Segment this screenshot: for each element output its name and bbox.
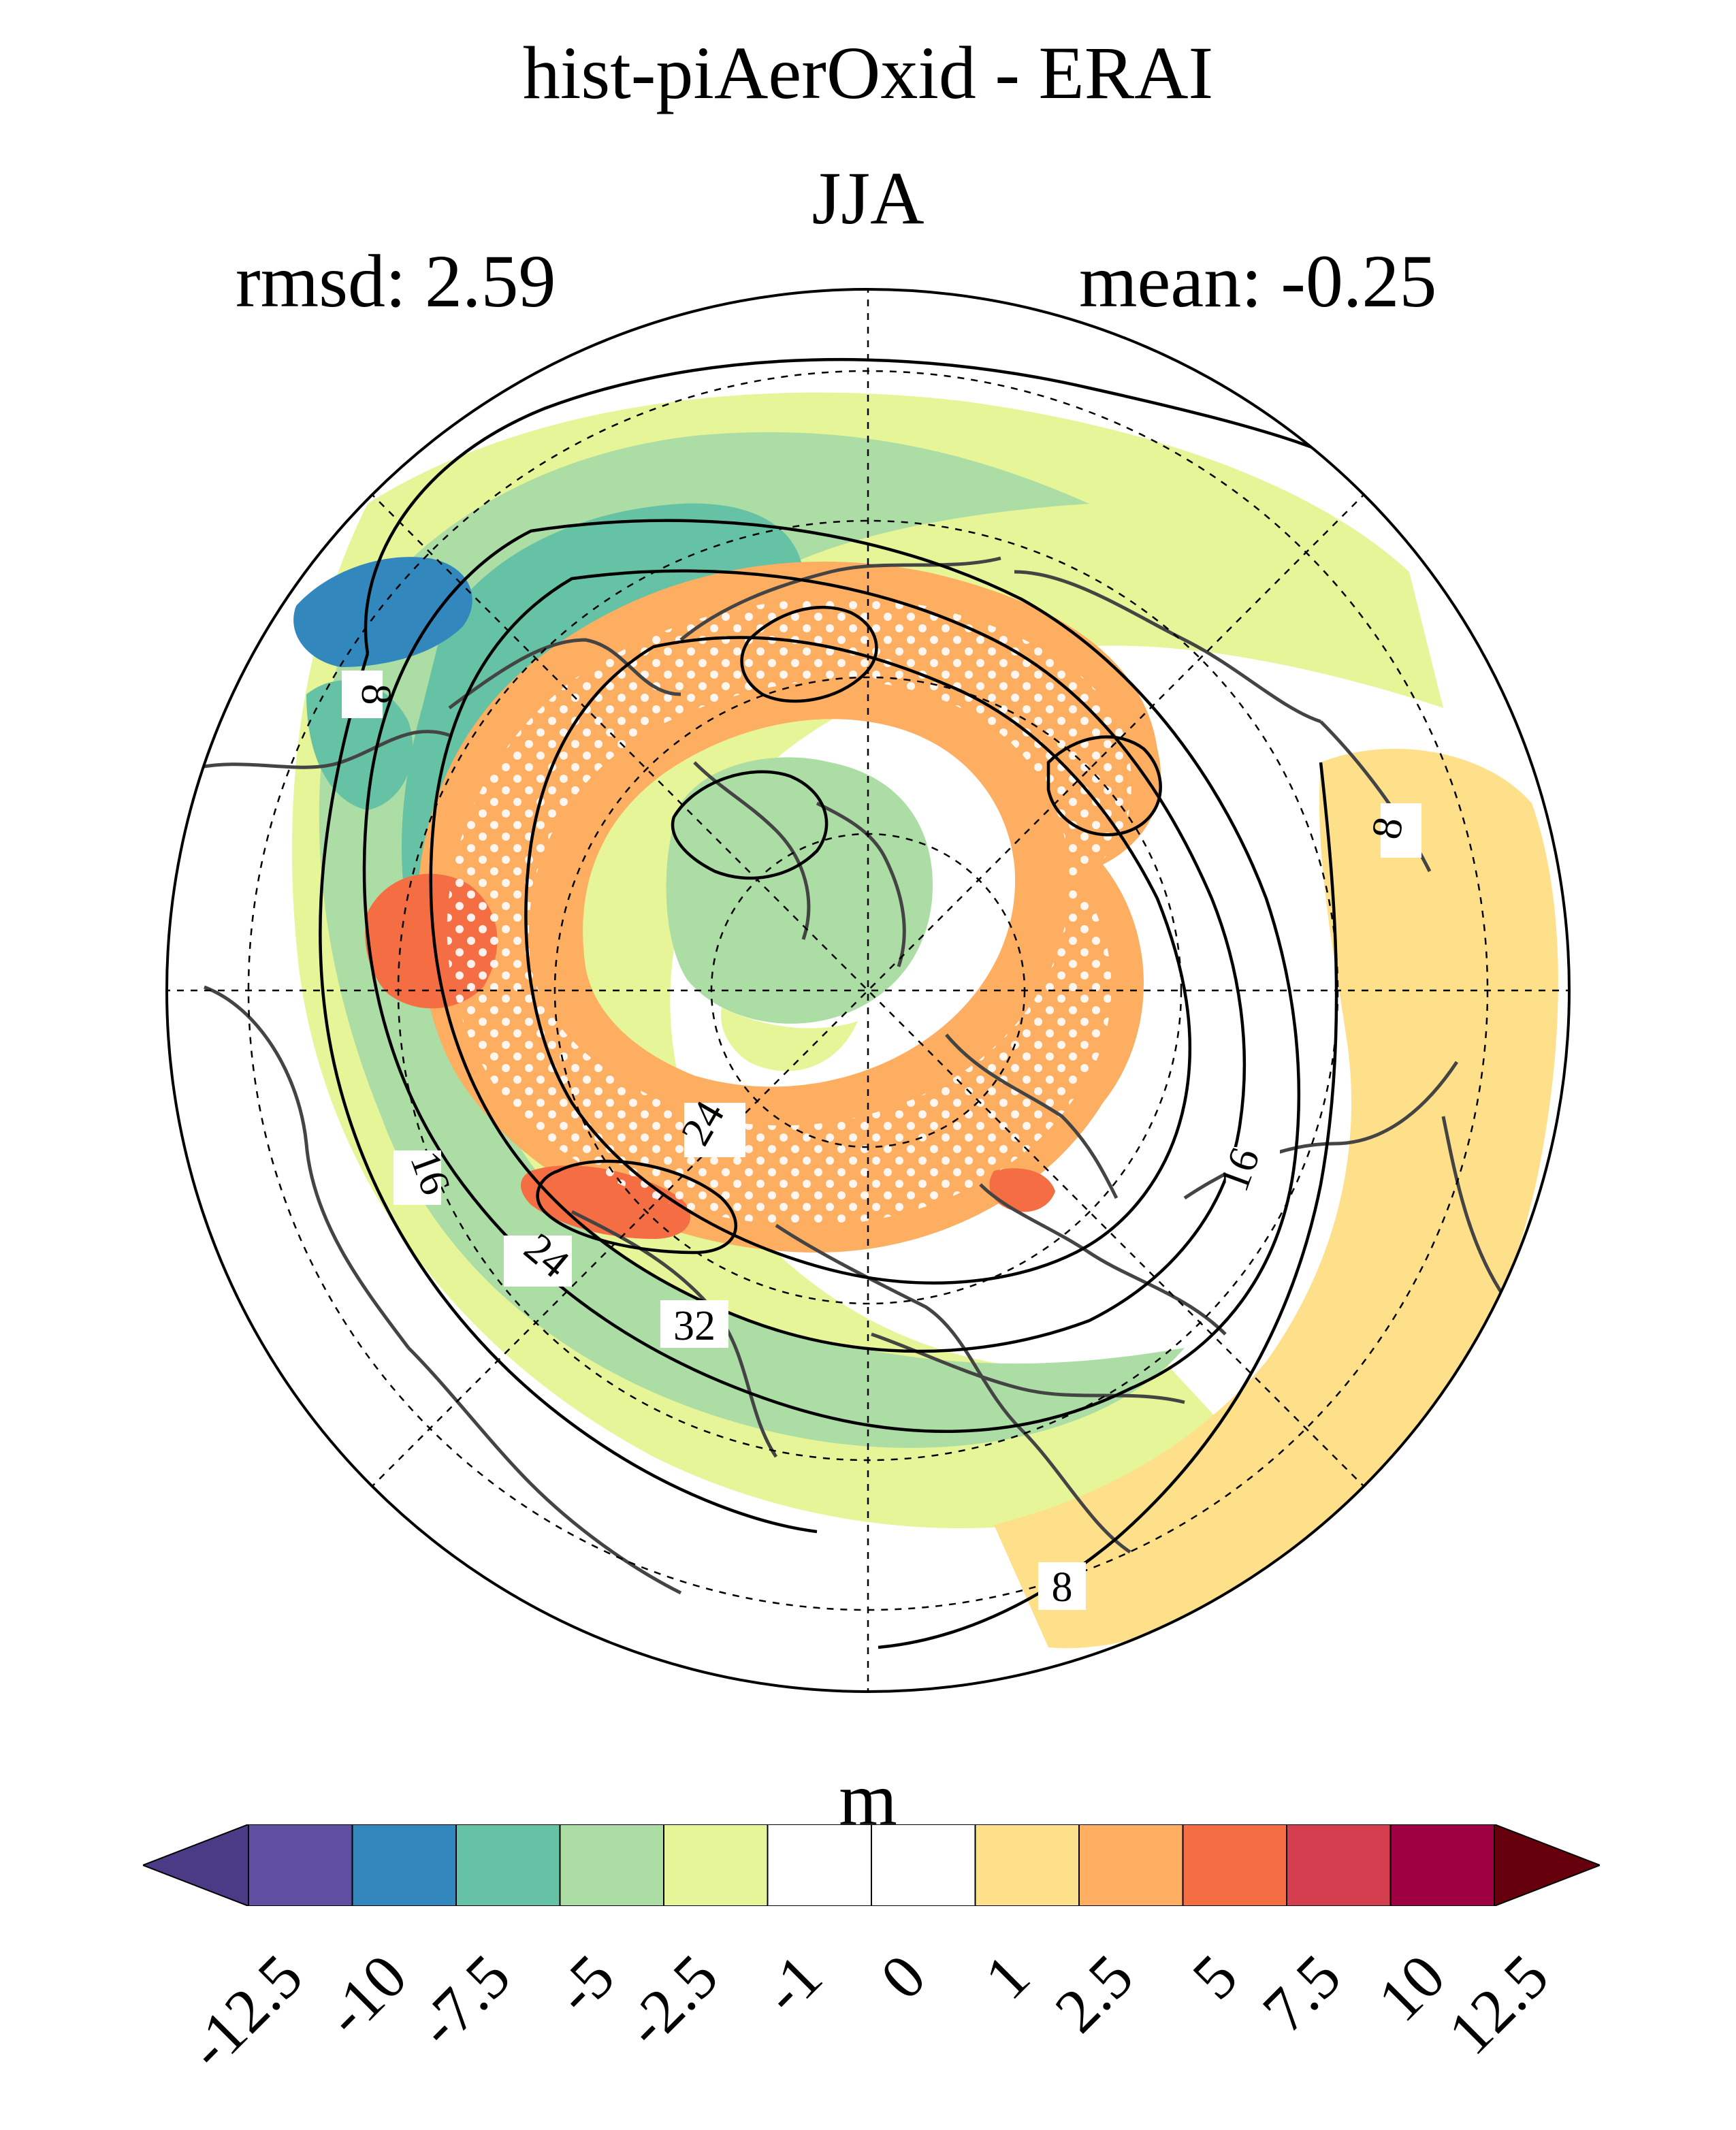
colorbar xyxy=(143,1824,1600,1906)
colorbar-high-extend xyxy=(1494,1824,1600,1906)
mean-stat: mean: -0.25 xyxy=(1079,240,1437,323)
colorbar-swatch xyxy=(455,1824,561,1906)
anomaly-region-polar-cap xyxy=(666,757,933,1024)
colorbar-swatch xyxy=(559,1824,664,1906)
contour-label: 8 xyxy=(1052,1564,1073,1611)
colorbar-swatch xyxy=(248,1824,353,1906)
colorbar-swatch xyxy=(974,1824,1080,1906)
colorbar-low-extend xyxy=(143,1824,249,1906)
colorbar-swatch xyxy=(767,1824,872,1906)
colorbar-swatch xyxy=(871,1824,976,1906)
colorbar-tick-label: 2.5 xyxy=(1042,1941,1146,2046)
anomaly-region-light-positive xyxy=(994,749,1558,1649)
contour-label: 32 xyxy=(673,1303,716,1349)
colorbar-swatch xyxy=(1182,1824,1287,1906)
colorbar-tick-label: -7.5 xyxy=(404,1941,524,2061)
map-border xyxy=(165,288,1571,1693)
colorbar-tick-label: -1 xyxy=(748,1941,835,2027)
colorbar-swatch xyxy=(1078,1824,1184,1906)
figure-title: hist-piAerOxid - ERAI xyxy=(522,31,1214,114)
season-label: JJA xyxy=(811,157,925,240)
colorbar-tick-label: 1 xyxy=(971,1941,1043,2013)
colorbar-tick-label: 5 xyxy=(1178,1941,1251,2013)
colorbar-swatch xyxy=(351,1824,457,1906)
colorbar-swatch xyxy=(1286,1824,1392,1906)
contour-label: 8 xyxy=(353,684,399,705)
anomaly-region-strong-positive xyxy=(989,1168,1055,1212)
colorbar-tick-label: 0 xyxy=(867,1941,939,2013)
anomaly-region-strong-negative xyxy=(402,503,803,967)
anomaly-region-very-strong-negative xyxy=(293,557,472,667)
colorbar-tick-label: -2.5 xyxy=(611,1941,731,2061)
colorbar-tick-label: -12.5 xyxy=(174,1941,316,2083)
colorbar-tick-label: 12.5 xyxy=(1434,1941,1562,2068)
rmsd-stat: rmsd: 2.59 xyxy=(236,240,556,323)
colorbar-tick-label: 7.5 xyxy=(1249,1941,1354,2046)
graticule xyxy=(167,289,1569,1692)
anomaly-region-polar-cap xyxy=(721,1007,858,1071)
colorbar-swatch xyxy=(1389,1824,1495,1906)
colorbar-tick-label: -10 xyxy=(311,1941,420,2050)
polar-map: 8 16 24 32 24 16 8 8 xyxy=(165,288,1571,1693)
colorbar-swatch xyxy=(663,1824,769,1906)
